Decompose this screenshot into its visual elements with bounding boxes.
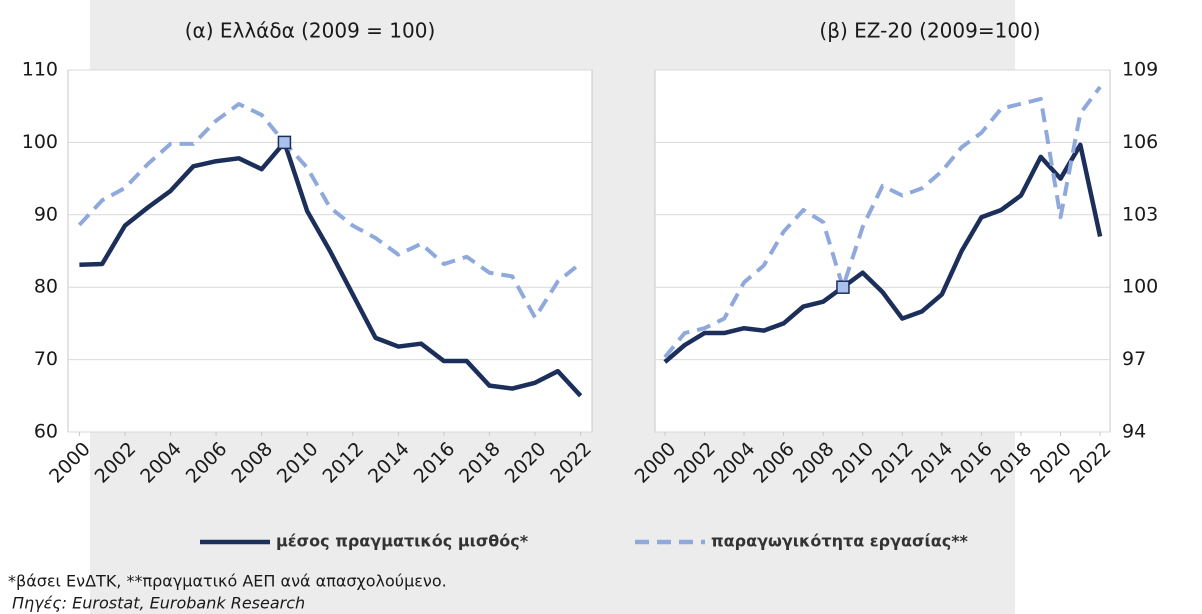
y-tick-label: 70: [34, 348, 58, 370]
y-tick-label: 100: [22, 131, 58, 153]
series-line: [663, 85, 1102, 359]
y-tick-label: 106: [1122, 131, 1158, 153]
x-tick-label: 2020: [1026, 438, 1076, 488]
highlight-marker: [277, 135, 292, 150]
y-tick-label: 80: [34, 276, 58, 298]
chart-title: (β) EZ-20 (2009=100): [819, 19, 1040, 43]
y-tick-label: 90: [34, 203, 58, 225]
x-tick-label: 2022: [1066, 438, 1116, 488]
series-line: [77, 102, 582, 320]
series-line: [79, 140, 583, 398]
y-tick-label: 60: [34, 421, 58, 443]
note: *βάσει ΕνΔΤΚ, **πραγματικό ΑΕΠ ανά απασχ…: [8, 572, 447, 591]
series-line: [663, 142, 1103, 364]
y-tick-label: 109: [1122, 59, 1158, 81]
legend-label: παραγωγικότητα εργασίας**: [711, 532, 969, 551]
y-tick-label: 110: [22, 59, 58, 81]
y-tick-label: 97: [1122, 348, 1146, 370]
x-tick-label: 2000: [45, 438, 95, 488]
y-tick-label: 103: [1122, 203, 1158, 225]
y-tick-label: 94: [1122, 421, 1146, 443]
highlight-marker: [836, 280, 850, 294]
note: Πηγές: Eurostat, Eurobank Research: [12, 594, 305, 613]
plot-area: [654, 69, 1111, 433]
legend-label: μέσος πραγματικός μισθός*: [276, 532, 529, 551]
y-tick-label: 100: [1122, 276, 1158, 298]
chart-title: (α) Ελλάδα (2009 = 100): [185, 19, 436, 43]
